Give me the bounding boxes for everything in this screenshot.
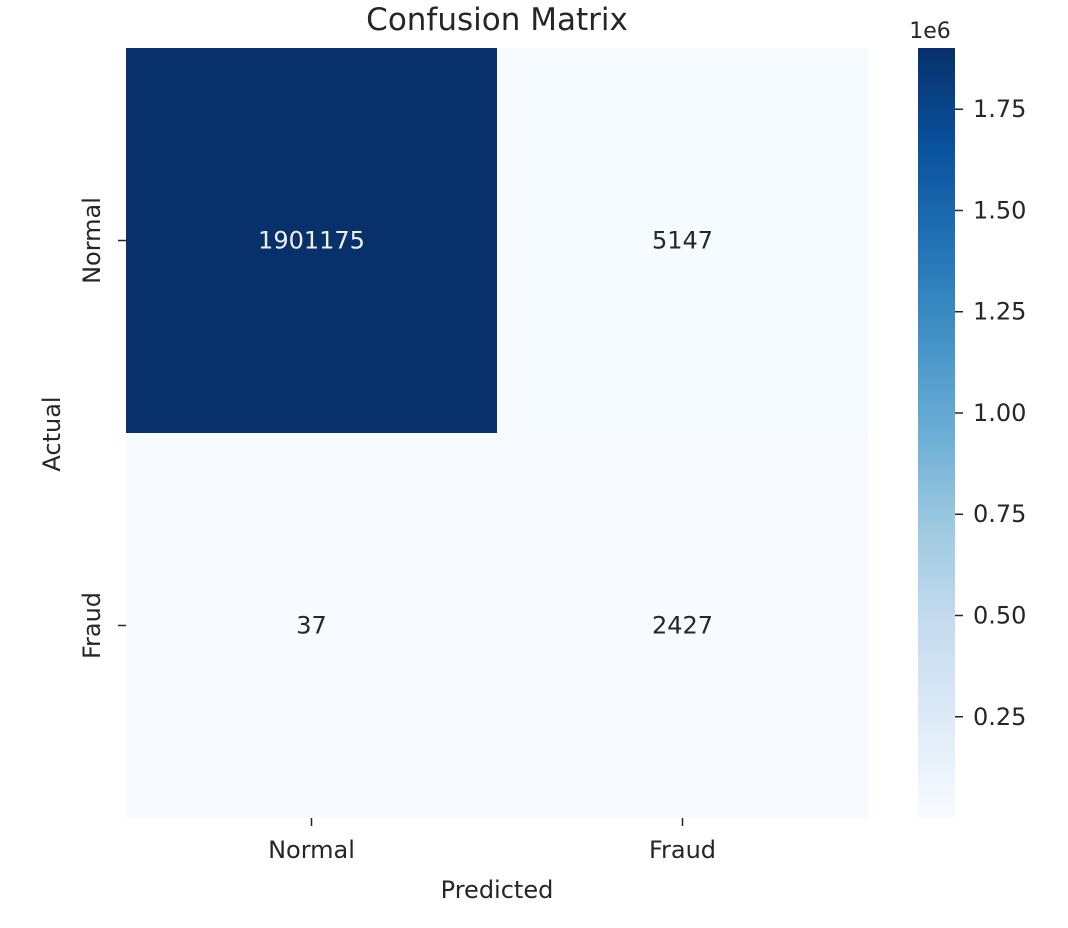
cell-value-label: 2427 <box>652 612 713 640</box>
colorbar-tick-label: 0.25 <box>973 703 1026 731</box>
x-axis-label: Predicted <box>441 876 554 904</box>
x-tick-label: Fraud <box>649 836 716 864</box>
colorbar <box>918 48 955 818</box>
heatmap-cell-labels: 1901175 5147 37 2427 <box>258 227 713 640</box>
chart-title: Confusion Matrix <box>366 2 628 38</box>
colorbar-tick-label: 1.75 <box>973 95 1026 123</box>
colorbar-ticks: 0.25 0.50 0.75 1.00 1.25 1.50 1.75 <box>955 95 1026 731</box>
heatmap-cell <box>497 48 868 433</box>
y-axis: Normal Fraud <box>78 197 126 659</box>
cell-value-label: 37 <box>296 612 327 640</box>
colorbar-tick-label: 0.50 <box>973 602 1026 630</box>
y-tick-label: Normal <box>78 197 106 284</box>
colorbar-tick-label: 1.50 <box>973 196 1026 224</box>
y-axis-label: Actual <box>38 396 66 471</box>
heatmap-cell <box>497 433 868 818</box>
cell-value-label: 5147 <box>652 227 713 255</box>
heatmap-cell <box>126 433 497 818</box>
x-tick-label: Normal <box>268 836 355 864</box>
heatmap-cells <box>126 48 868 818</box>
x-axis: Normal Fraud <box>268 818 716 864</box>
y-tick-label: Fraud <box>78 592 106 659</box>
colorbar-tick-label: 0.75 <box>973 500 1026 528</box>
heatmap-cell <box>126 48 497 433</box>
colorbar-tick-label: 1.00 <box>973 399 1026 427</box>
colorbar-tick-label: 1.25 <box>973 298 1026 326</box>
colorbar-scale-label: 1e6 <box>909 19 951 44</box>
cell-value-label: 1901175 <box>258 227 365 255</box>
